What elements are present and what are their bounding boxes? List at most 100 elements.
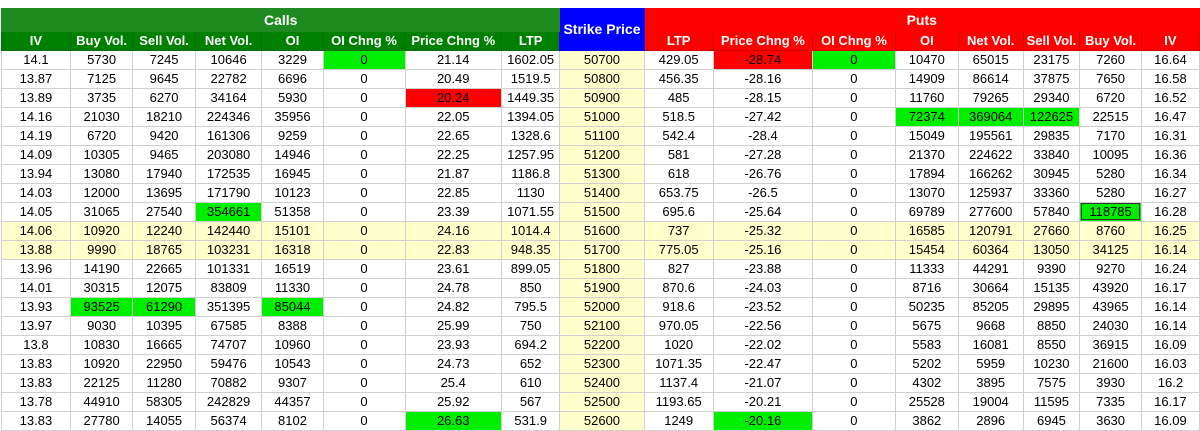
calls-buy-vol-cell[interactable]: 44910: [69, 391, 134, 412]
calls-price-chng-cell[interactable]: 24.82: [404, 296, 502, 317]
calls-price-chng-cell[interactable]: 25.99: [404, 315, 502, 336]
puts-iv-cell[interactable]: 16.14: [1140, 315, 1200, 336]
calls-oi-cell[interactable]: 16318: [261, 239, 324, 260]
puts-price-chng-cell[interactable]: -20.21: [712, 391, 813, 412]
calls-price-chng-cell[interactable]: 21.87: [404, 163, 502, 184]
calls-ltp-cell[interactable]: 1394.05: [500, 106, 561, 127]
puts-iv-cell[interactable]: 16.2: [1140, 372, 1200, 393]
calls-net-vol-cell[interactable]: 171790: [194, 182, 263, 203]
calls-price-chng-cell[interactable]: 25.92: [404, 391, 502, 412]
strike-price-cell[interactable]: 52600: [559, 410, 645, 431]
puts-sell-vol-cell[interactable]: 8550: [1022, 334, 1081, 355]
puts-sell-vol-cell[interactable]: 6945: [1022, 410, 1081, 431]
calls-buy-vol-cell[interactable]: 30315: [69, 277, 134, 298]
puts-oi-cell[interactable]: 10470: [894, 49, 959, 70]
puts-buy-vol-cell[interactable]: 24030: [1079, 315, 1142, 336]
calls-net-vol-cell[interactable]: 56374: [194, 410, 263, 431]
calls-oi-cell[interactable]: 9307: [261, 372, 324, 393]
calls-net-vol-cell[interactable]: 59476: [194, 353, 263, 374]
puts-oi-chng-cell[interactable]: 0: [811, 258, 896, 279]
puts-oi-chng-cell[interactable]: 0: [811, 49, 896, 70]
puts-oi-cell[interactable]: 15049: [894, 125, 959, 146]
calls-oi-chng-cell[interactable]: 0: [322, 201, 406, 222]
puts-col-price-chng[interactable]: Price Chng %: [712, 31, 813, 51]
puts-ltp-cell[interactable]: 870.6: [643, 277, 714, 298]
calls-buy-vol-cell[interactable]: 10920: [69, 220, 134, 241]
puts-ltp-cell[interactable]: 542.4: [643, 125, 714, 146]
calls-oi-cell[interactable]: 35956: [261, 106, 324, 127]
strike-price-cell[interactable]: 51700: [559, 239, 645, 260]
calls-ltp-cell[interactable]: 1257.95: [500, 144, 561, 165]
puts-oi-chng-cell[interactable]: 0: [811, 87, 896, 108]
puts-price-chng-cell[interactable]: -26.76: [712, 163, 813, 184]
calls-buy-vol-cell[interactable]: 10830: [69, 334, 134, 355]
calls-ltp-cell[interactable]: 1328.6: [500, 125, 561, 146]
calls-oi-cell[interactable]: 85044: [261, 296, 324, 317]
puts-net-vol-cell[interactable]: 16081: [957, 334, 1024, 355]
puts-oi-chng-cell[interactable]: 0: [811, 353, 896, 374]
calls-buy-vol-cell[interactable]: 3735: [69, 87, 134, 108]
puts-price-chng-cell[interactable]: -28.15: [712, 87, 813, 108]
calls-sell-vol-cell[interactable]: 18210: [132, 106, 196, 127]
puts-oi-cell[interactable]: 16585: [894, 220, 959, 241]
calls-oi-chng-cell[interactable]: 0: [322, 258, 406, 279]
calls-buy-vol-cell[interactable]: 9030: [69, 315, 134, 336]
calls-ltp-cell[interactable]: 531.9: [500, 410, 561, 431]
puts-net-vol-cell[interactable]: 79265: [957, 87, 1024, 108]
puts-ltp-cell[interactable]: 429.05: [643, 49, 714, 70]
calls-iv-cell[interactable]: 13.97: [1, 315, 71, 336]
puts-buy-vol-cell[interactable]: 7335: [1079, 391, 1142, 412]
puts-price-chng-cell[interactable]: -22.56: [712, 315, 813, 336]
calls-sell-vol-cell[interactable]: 6270: [132, 87, 196, 108]
puts-iv-cell[interactable]: 16.03: [1140, 353, 1200, 374]
puts-col-oi[interactable]: OI: [894, 31, 959, 51]
calls-price-chng-cell[interactable]: 24.78: [404, 277, 502, 298]
calls-net-vol-cell[interactable]: 22782: [194, 68, 263, 89]
puts-buy-vol-cell[interactable]: 8760: [1079, 220, 1142, 241]
strike-price-cell[interactable]: 51200: [559, 144, 645, 165]
calls-oi-chng-cell[interactable]: 0: [322, 220, 406, 241]
puts-buy-vol-cell[interactable]: 7170: [1079, 125, 1142, 146]
strike-price-cell[interactable]: 51600: [559, 220, 645, 241]
calls-sell-vol-cell[interactable]: 61290: [132, 296, 196, 317]
calls-net-vol-cell[interactable]: 224346: [194, 106, 263, 127]
calls-sell-vol-cell[interactable]: 13695: [132, 182, 196, 203]
puts-iv-cell[interactable]: 16.36: [1140, 144, 1200, 165]
puts-oi-cell[interactable]: 14909: [894, 68, 959, 89]
calls-col-oi[interactable]: OI: [261, 31, 324, 51]
calls-iv-cell[interactable]: 13.96: [1, 258, 71, 279]
puts-net-vol-cell[interactable]: 2896: [957, 410, 1024, 431]
calls-price-chng-cell[interactable]: 24.73: [404, 353, 502, 374]
puts-net-vol-cell[interactable]: 166262: [957, 163, 1024, 184]
puts-iv-cell[interactable]: 16.28: [1140, 201, 1200, 222]
puts-ltp-cell[interactable]: 1020: [643, 334, 714, 355]
puts-sell-vol-cell[interactable]: 37875: [1022, 68, 1081, 89]
calls-col-iv[interactable]: IV: [1, 31, 71, 51]
strike-price-cell[interactable]: 50900: [559, 87, 645, 108]
calls-buy-vol-cell[interactable]: 14190: [69, 258, 134, 279]
puts-sell-vol-cell[interactable]: 29340: [1022, 87, 1081, 108]
strike-price-cell[interactable]: 52400: [559, 372, 645, 393]
calls-iv-cell[interactable]: 14.01: [1, 277, 71, 298]
strike-price-cell[interactable]: 52500: [559, 391, 645, 412]
puts-sell-vol-cell[interactable]: 23175: [1022, 49, 1081, 70]
puts-oi-cell[interactable]: 11760: [894, 87, 959, 108]
puts-buy-vol-cell[interactable]: 9270: [1079, 258, 1142, 279]
puts-buy-vol-cell[interactable]: 3630: [1079, 410, 1142, 431]
puts-oi-chng-cell[interactable]: 0: [811, 163, 896, 184]
calls-oi-cell[interactable]: 15101: [261, 220, 324, 241]
puts-oi-cell[interactable]: 3862: [894, 410, 959, 431]
calls-oi-chng-cell[interactable]: 0: [322, 163, 406, 184]
puts-ltp-cell[interactable]: 1071.35: [643, 353, 714, 374]
calls-price-chng-cell[interactable]: 22.85: [404, 182, 502, 203]
puts-oi-chng-cell[interactable]: 0: [811, 220, 896, 241]
calls-col-oi-chng[interactable]: OI Chng %: [322, 31, 406, 51]
strike-price-cell[interactable]: 52100: [559, 315, 645, 336]
puts-oi-chng-cell[interactable]: 0: [811, 125, 896, 146]
calls-net-vol-cell[interactable]: 351395: [194, 296, 263, 317]
puts-sell-vol-cell[interactable]: 7575: [1022, 372, 1081, 393]
calls-sell-vol-cell[interactable]: 18765: [132, 239, 196, 260]
puts-iv-cell[interactable]: 16.09: [1140, 334, 1200, 355]
calls-col-buy-vol[interactable]: Buy Vol.: [69, 31, 134, 51]
calls-oi-cell[interactable]: 3229: [261, 49, 324, 70]
